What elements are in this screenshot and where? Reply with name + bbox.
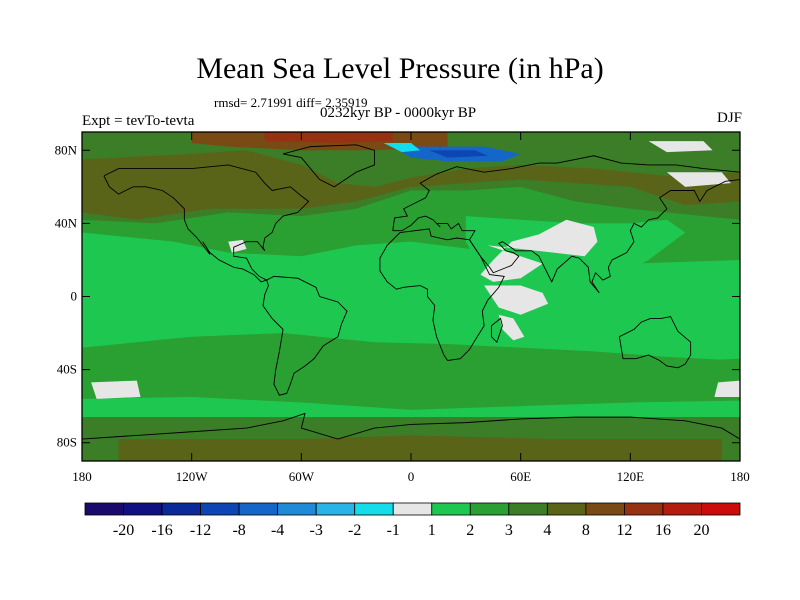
- colorbar-swatch: [585, 502, 625, 516]
- colorbar-label: 16: [655, 522, 671, 539]
- x-tick-label: 120E: [617, 469, 645, 484]
- x-tick-label: 60W: [289, 469, 315, 484]
- region-north-america-neutral: [228, 239, 247, 253]
- colorbar-label: 3: [505, 522, 513, 539]
- region-antarctic-interior: [118, 435, 722, 461]
- colorbar-label: -16: [151, 522, 172, 539]
- colorbar-swatch: [624, 502, 664, 516]
- rmsd-diff-stats: rmsd= 2.71991 diff= 2.35919: [214, 95, 368, 110]
- colorbar: -20 -16 -12 -8 -4 -3 -2 -1 1 2 3 4 8 12 16 20: [84, 502, 741, 539]
- experiment-label: Expt = tevTo-tevta: [82, 113, 195, 129]
- coastlines: [82, 144, 740, 440]
- x-tick-label: 60E: [510, 469, 531, 484]
- colorbar-label: 12: [616, 522, 632, 539]
- y-tick-label: 80S: [57, 435, 77, 450]
- region-arctic-strong: [264, 132, 393, 143]
- region-south-ocean-green: [82, 397, 740, 418]
- region-siberia-neutral: [648, 141, 713, 153]
- colorbar-label: 1: [428, 522, 436, 539]
- colorbar-label: -8: [232, 522, 245, 539]
- colorbar-label: 8: [582, 522, 590, 539]
- colorbar-label: 2: [466, 522, 474, 539]
- y-tick-label: 0: [71, 289, 78, 304]
- colorbar-label: -3: [310, 522, 323, 539]
- coastline-europe-asia: [392, 155, 740, 294]
- y-tick-label: 40N: [55, 215, 78, 230]
- region-north-asia-neutral: [666, 172, 731, 187]
- region-madagascar-neutral: [498, 314, 525, 341]
- coastline-greenland: [282, 144, 375, 188]
- colorbar-swatch: [431, 502, 471, 516]
- region-barents-light: [383, 142, 421, 153]
- colorbar-label: -2: [348, 522, 361, 539]
- colorbar-swatch: [701, 502, 741, 516]
- colorbar-label: -20: [113, 522, 134, 539]
- colorbar-swatch: [200, 502, 240, 516]
- colorbar-swatch: [469, 502, 510, 516]
- pressure-map: [82, 132, 740, 461]
- coastline-antarctica: [82, 412, 740, 440]
- region-indian-ocean-neutral: [484, 285, 549, 315]
- coastline-south-america: [262, 275, 348, 396]
- colorbar-label: -12: [190, 522, 211, 539]
- x-tick-label: 0: [408, 469, 415, 484]
- colorbar-label: -4: [271, 522, 284, 539]
- y-tick-label: 40S: [57, 362, 77, 377]
- y-axis: 80N 40N 0 40S 80S: [55, 142, 740, 450]
- coastline-north-america: [103, 164, 310, 283]
- colorbar-label: 20: [693, 522, 709, 539]
- x-axis: 180 120W 60W 0 60E 120E 180: [72, 132, 750, 484]
- colorbar-swatch: [315, 502, 356, 516]
- period-label: 0232kyr BP - 0000kyr BP: [320, 105, 477, 121]
- region-south-pacific-neutral: [91, 380, 141, 399]
- x-tick-label: 120W: [176, 469, 209, 484]
- region-pacific-patch-green: [85, 301, 137, 323]
- x-tick-label: 180: [72, 469, 92, 484]
- colorbar-swatch: [662, 502, 702, 516]
- colorbar-swatch: [161, 502, 201, 516]
- colorbar-swatch: [277, 502, 317, 516]
- x-tick-label: 180: [730, 469, 750, 484]
- colorbar-swatch: [546, 502, 587, 516]
- colorbar-swatch: [123, 502, 163, 516]
- colorbar-label: -1: [387, 522, 400, 539]
- colorbar-swatch: [508, 502, 548, 516]
- chart-title: Mean Sea Level Pressure (in hPa): [196, 52, 604, 85]
- colorbar-swatch: [84, 502, 124, 516]
- season-label: DJF: [716, 110, 742, 126]
- colorbar-swatch: [354, 502, 394, 516]
- colorbar-label: 4: [543, 522, 551, 539]
- region-band-north-pacific: [82, 150, 740, 220]
- colorbar-swatch: [238, 502, 279, 516]
- region-barents-deep-blue: [429, 150, 488, 158]
- coastline-madagascar: [490, 317, 503, 344]
- y-tick-label: 80N: [55, 142, 78, 157]
- region-south-mid-band: [82, 336, 740, 407]
- colorbar-swatch: [392, 502, 433, 516]
- region-south-indian-neutral: [714, 380, 740, 398]
- coastline-australia: [618, 316, 692, 369]
- coastline-africa: [379, 228, 505, 361]
